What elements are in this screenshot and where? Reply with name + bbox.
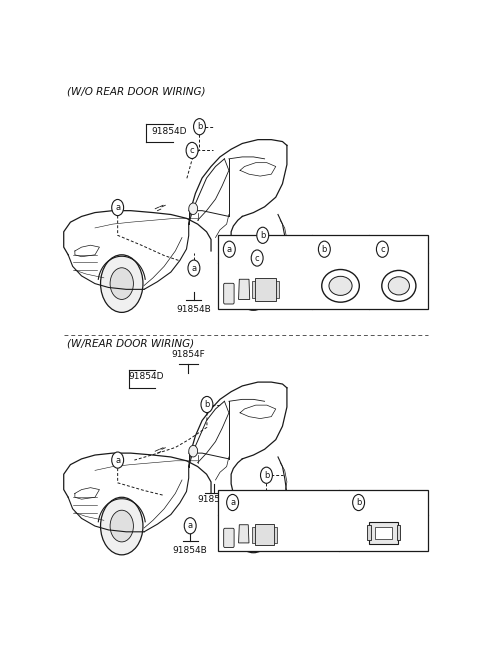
Ellipse shape	[189, 203, 198, 215]
Text: c: c	[255, 253, 260, 262]
Bar	[370, 522, 398, 544]
Text: 91854F: 91854F	[171, 350, 205, 359]
Circle shape	[318, 241, 330, 257]
Text: a: a	[230, 498, 235, 507]
Circle shape	[112, 199, 124, 216]
Text: b: b	[204, 400, 210, 409]
Text: b: b	[356, 498, 361, 507]
Bar	[218, 236, 428, 308]
Text: b: b	[197, 122, 202, 131]
Circle shape	[100, 497, 143, 555]
Text: a: a	[192, 264, 196, 273]
Text: a: a	[188, 522, 193, 530]
Text: c: c	[190, 146, 194, 155]
Ellipse shape	[388, 277, 409, 295]
Bar	[375, 527, 392, 539]
Bar	[255, 278, 276, 301]
Bar	[367, 525, 371, 541]
Text: 91413: 91413	[257, 255, 281, 264]
Text: 91513A: 91513A	[232, 260, 262, 269]
Text: a: a	[115, 455, 120, 464]
Polygon shape	[239, 279, 250, 299]
Text: b: b	[260, 231, 265, 240]
FancyBboxPatch shape	[224, 528, 234, 548]
Circle shape	[234, 257, 273, 310]
Circle shape	[261, 467, 273, 483]
Text: 91854D: 91854D	[129, 372, 164, 381]
Text: 91854D: 91854D	[151, 127, 187, 136]
Text: 91413: 91413	[255, 504, 279, 514]
Polygon shape	[239, 525, 249, 543]
Ellipse shape	[329, 276, 352, 295]
Text: 91854B: 91854B	[177, 304, 211, 314]
Text: a: a	[115, 203, 120, 212]
Ellipse shape	[322, 270, 360, 302]
Text: (W/O REAR DOOR WIRING): (W/O REAR DOOR WIRING)	[67, 87, 206, 96]
Circle shape	[188, 260, 200, 276]
Text: c: c	[380, 245, 384, 254]
Circle shape	[186, 142, 198, 159]
Text: 91854B: 91854B	[173, 546, 207, 555]
Circle shape	[193, 119, 205, 134]
Ellipse shape	[382, 270, 416, 301]
Circle shape	[257, 227, 269, 243]
Circle shape	[251, 250, 263, 266]
Circle shape	[110, 268, 133, 299]
Circle shape	[242, 512, 264, 541]
Circle shape	[201, 396, 213, 413]
Circle shape	[184, 518, 196, 534]
FancyBboxPatch shape	[224, 283, 234, 304]
Bar	[396, 525, 400, 541]
Circle shape	[234, 499, 273, 553]
Bar	[274, 527, 276, 543]
Circle shape	[223, 241, 235, 257]
Text: (W/REAR DOOR WIRING): (W/REAR DOOR WIRING)	[67, 339, 194, 349]
Ellipse shape	[189, 445, 198, 457]
Text: 91514: 91514	[373, 498, 399, 507]
Bar	[252, 281, 255, 298]
Text: 91219: 91219	[220, 265, 244, 274]
Text: 91513A: 91513A	[232, 508, 262, 518]
Text: b: b	[264, 471, 269, 480]
Bar	[276, 281, 279, 298]
Bar	[218, 491, 428, 551]
Text: a: a	[227, 245, 232, 254]
Circle shape	[227, 495, 239, 510]
Text: 91219: 91219	[220, 513, 244, 522]
Circle shape	[112, 452, 124, 468]
Text: 91768A: 91768A	[334, 245, 366, 254]
Circle shape	[353, 495, 364, 510]
Text: 91713: 91713	[392, 245, 418, 254]
Circle shape	[110, 510, 133, 542]
Text: b: b	[322, 245, 327, 254]
Circle shape	[242, 269, 264, 298]
Text: 91854E: 91854E	[197, 495, 231, 504]
Bar	[254, 523, 274, 545]
Circle shape	[100, 255, 143, 312]
Bar	[252, 527, 254, 543]
Circle shape	[376, 241, 388, 257]
